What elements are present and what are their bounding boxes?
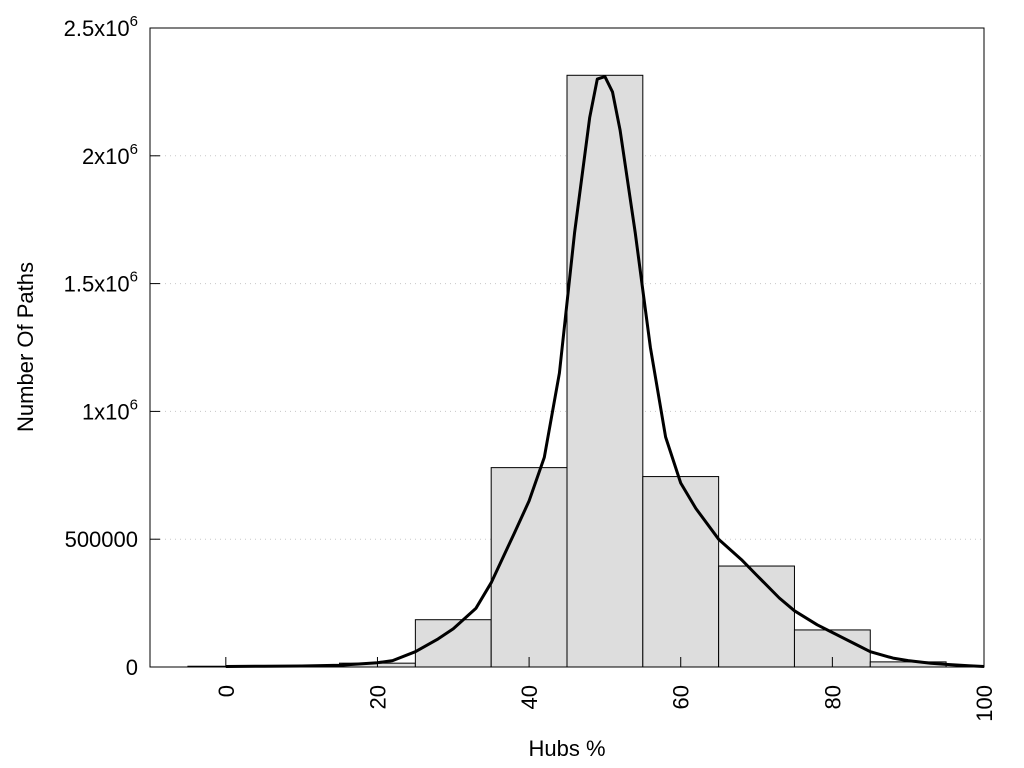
grid-lines: [150, 155, 984, 540]
bar-6: [642, 476, 720, 668]
y-tick-label-3: 1.5x106: [64, 269, 138, 297]
density-curve: [225, 75, 985, 668]
bar-7: [718, 565, 795, 668]
x-tick-label-2: 40: [517, 685, 542, 709]
x-tick-label-5: 100: [972, 685, 997, 722]
x-tick-label-3: 60: [669, 685, 694, 709]
plot-frame: [149, 27, 985, 668]
y-axis-title: Number Of Paths: [13, 262, 38, 432]
x-axis-title: Hubs %: [528, 736, 605, 761]
x-tick-label-0: 0: [214, 685, 239, 697]
y-tick-label-5: 2.5x106: [64, 13, 138, 41]
bar-5: [566, 74, 644, 668]
x-axis-ticks: 0 20 40 60 80 100: [214, 657, 997, 722]
x-tick-label-4: 80: [820, 685, 845, 709]
y-tick-label-2: 1x106: [82, 396, 138, 424]
y-tick-label-4: 2x106: [82, 141, 138, 169]
y-tick-label-0: 0: [126, 655, 138, 680]
histogram-bars: [187, 74, 947, 668]
density-curve-line: [225, 75, 985, 668]
y-axis-ticks: 0 500000 1x106 1.5x106 2x106 2.5x106: [64, 13, 160, 680]
y-tick-label-1: 500000: [65, 527, 138, 552]
x-tick-label-1: 20: [365, 685, 390, 709]
